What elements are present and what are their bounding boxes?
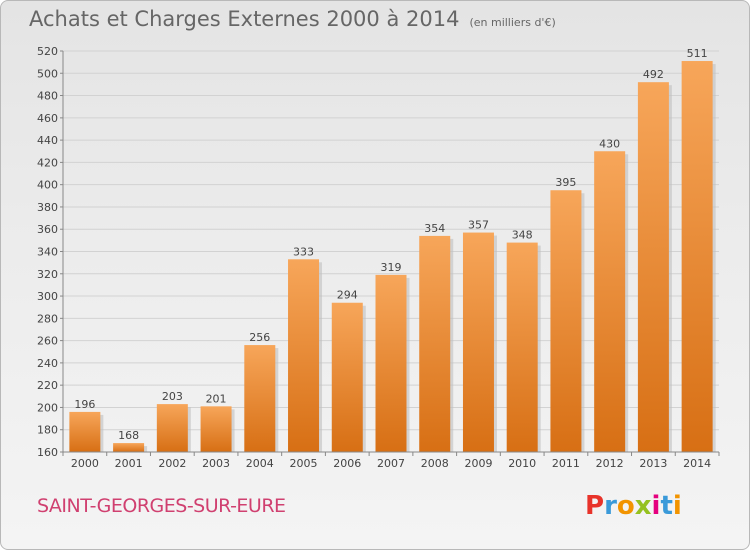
data-label: 256 — [249, 331, 270, 344]
x-tick-label: 2011 — [552, 457, 580, 470]
x-tick-label: 2010 — [508, 457, 536, 470]
bars — [69, 61, 716, 453]
bar — [244, 345, 276, 452]
logo-letter: i — [651, 491, 661, 521]
x-tick-label: 2004 — [246, 457, 274, 470]
bar — [550, 190, 582, 452]
chart-subtitle: (en milliers d'€) — [469, 16, 556, 29]
x-tick-label: 2007 — [377, 457, 405, 470]
y-tick-label: 360 — [37, 223, 58, 236]
x-tick-label: 2008 — [421, 457, 449, 470]
x-tick-label: 2012 — [596, 457, 624, 470]
bar — [375, 274, 407, 452]
data-label: 492 — [643, 68, 664, 81]
data-label: 201 — [206, 392, 227, 405]
y-tick-label: 300 — [37, 290, 58, 303]
x-tick-label: 2009 — [464, 457, 492, 470]
data-labels: 196 168 203 201 256 333 294 319 354 357 348 395 430 4… — [74, 47, 707, 442]
bar — [113, 443, 145, 452]
y-tick-label: 340 — [37, 246, 58, 259]
logo-letter: P — [585, 491, 605, 521]
chart-title: Achats et Charges Externes 2000 à 2014 (e… — [29, 7, 556, 31]
data-label: 395 — [555, 176, 576, 189]
logo-letter: i — [672, 491, 682, 521]
x-tick-label: 2001 — [115, 457, 143, 470]
bar — [331, 302, 363, 452]
commune-name: SAINT-GEORGES-SUR-EURE — [37, 495, 286, 517]
y-tick-label: 320 — [37, 268, 58, 281]
bar — [462, 232, 494, 452]
data-label: 430 — [599, 137, 620, 150]
y-tick-label: 500 — [37, 67, 58, 80]
axes: 160 180 200 220 240 260 280 300 320 340 360 380 400 4… — [37, 45, 720, 470]
data-label: 203 — [162, 390, 183, 403]
logo-letter: r — [604, 491, 617, 521]
y-tick-label: 180 — [37, 424, 58, 437]
data-label: 511 — [687, 47, 708, 60]
y-tick-label: 460 — [37, 112, 58, 125]
data-label: 348 — [512, 229, 533, 242]
x-tick-label: 2013 — [639, 457, 667, 470]
logo-letter: t — [660, 491, 673, 521]
data-label: 357 — [468, 219, 489, 232]
data-label: 333 — [293, 245, 314, 258]
x-tick-label: 2006 — [333, 457, 361, 470]
y-tick-label: 400 — [37, 179, 58, 192]
y-tick-label: 420 — [37, 156, 58, 169]
data-label: 294 — [337, 289, 358, 302]
y-tick-label: 280 — [37, 312, 58, 325]
bar — [69, 411, 101, 452]
y-tick-label: 380 — [37, 201, 58, 214]
bar — [288, 259, 320, 452]
chart-title-text: Achats et Charges Externes 2000 à 2014 — [29, 7, 460, 31]
bar — [637, 82, 669, 452]
bar — [594, 151, 626, 452]
y-tick-label: 220 — [37, 379, 58, 392]
y-tick-label: 520 — [37, 45, 58, 58]
data-label: 196 — [74, 398, 95, 411]
x-tick-label: 2014 — [683, 457, 711, 470]
y-tick-label: 200 — [37, 401, 58, 414]
bar — [419, 235, 451, 452]
y-tick-label: 260 — [37, 335, 58, 348]
x-tick-label: 2002 — [158, 457, 186, 470]
data-label: 168 — [118, 429, 139, 442]
y-tick-label: 440 — [37, 134, 58, 147]
data-label: 354 — [424, 222, 445, 235]
x-tick-label: 2000 — [71, 457, 99, 470]
y-tick-label: 240 — [37, 357, 58, 370]
proxiti-logo: Proxiti — [585, 491, 682, 521]
bar — [506, 242, 538, 452]
y-tick-label: 480 — [37, 90, 58, 103]
bar — [156, 404, 188, 452]
bar — [200, 406, 232, 452]
bar — [681, 61, 713, 453]
logo-letter: o — [616, 491, 635, 521]
logo-letter: x — [634, 491, 652, 521]
data-label: 319 — [381, 261, 402, 274]
y-tick-label: 160 — [37, 446, 58, 459]
x-tick-label: 2003 — [202, 457, 230, 470]
x-tick-label: 2005 — [290, 457, 318, 470]
